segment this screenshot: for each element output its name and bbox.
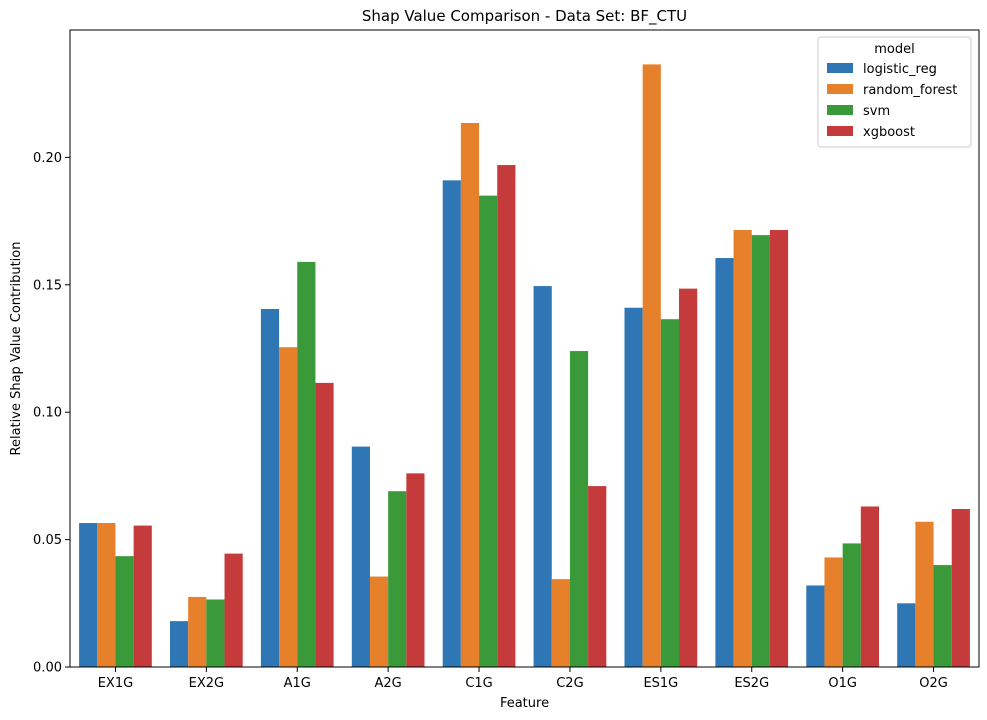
bar-logistic_reg-O2G <box>897 603 916 667</box>
bar-logistic_reg-C1G <box>442 180 461 667</box>
bar-svm-ES2G <box>751 235 770 668</box>
legend-label-svm: svm <box>863 104 890 119</box>
x-tick-label: A2G <box>375 676 402 691</box>
chart-title: Shap Value Comparison - Data Set: BF_CTU <box>362 7 687 26</box>
x-axis-label: Feature <box>500 696 549 711</box>
x-tick-label: C2G <box>556 676 583 691</box>
legend-title: model <box>874 42 914 57</box>
legend-swatch-random_forest <box>827 84 853 94</box>
y-tick-label: 0.10 <box>33 406 62 421</box>
bar-logistic_reg-A1G <box>260 309 280 667</box>
bar-svm-EX2G <box>206 599 225 667</box>
bar-logistic_reg-C2G <box>533 286 552 667</box>
bar-xgboost-ES1G <box>679 288 698 667</box>
legend-swatch-logistic_reg <box>827 63 853 73</box>
bar-xgboost-A1G <box>315 382 334 667</box>
bar-logistic_reg-A2G <box>351 446 370 667</box>
bar-xgboost-C1G <box>497 165 516 668</box>
y-tick-label: 0.00 <box>33 661 62 676</box>
bars-layer <box>79 64 970 668</box>
bar-random_forest-EX1G <box>97 523 116 667</box>
bar-logistic_reg-O1G <box>806 585 825 667</box>
x-tick-label: ES2G <box>734 676 769 691</box>
y-tick-label: 0.05 <box>33 533 62 548</box>
bar-logistic_reg-ES2G <box>715 258 734 667</box>
bar-random_forest-C1G <box>460 123 480 667</box>
bar-xgboost-EX2G <box>224 553 243 667</box>
legend-label-random_forest: random_forest <box>863 83 957 98</box>
legend-swatch-xgboost <box>827 126 853 136</box>
bar-random_forest-C2G <box>551 579 570 667</box>
legend-box <box>817 36 972 148</box>
y-axis-label: Relative Shap Value Contribution <box>9 242 24 456</box>
x-tick-label: O1G <box>828 676 857 691</box>
bar-random_forest-O2G <box>915 521 934 667</box>
bar-svm-O1G <box>842 543 861 667</box>
x-tick-label: ES1G <box>643 676 678 691</box>
bar-xgboost-A2G <box>406 473 425 667</box>
x-tick-label: C1G <box>465 676 492 691</box>
bar-svm-A1G <box>297 261 316 667</box>
y-tick-label: 0.15 <box>33 278 62 293</box>
legend-label-logistic_reg: logistic_reg <box>863 62 937 77</box>
bar-xgboost-C2G <box>588 486 607 667</box>
x-tick-label: O2G <box>919 676 948 691</box>
bar-random_forest-ES2G <box>733 230 752 667</box>
x-tick-label: EX2G <box>189 676 224 691</box>
bar-svm-A2G <box>388 491 407 667</box>
bar-xgboost-ES2G <box>769 230 789 667</box>
bar-logistic_reg-ES1G <box>624 307 643 667</box>
bar-logistic_reg-EX1G <box>79 523 98 667</box>
bar-xgboost-EX1G <box>133 525 152 667</box>
legend-label-xgboost: xgboost <box>863 125 915 140</box>
y-tick-label: 0.20 <box>33 151 62 166</box>
bar-svm-C1G <box>479 195 498 667</box>
bar-random_forest-EX2G <box>188 596 207 667</box>
bar-xgboost-O2G <box>951 509 970 667</box>
bar-svm-O2G <box>933 565 952 667</box>
axes-layer: 0.00 0.05 0.10 0.15 0.20 EX1G EX2G A1G A2G C1G C2G… <box>33 29 980 691</box>
bar-random_forest-O1G <box>824 557 843 667</box>
x-tick-label: EX1G <box>98 676 133 691</box>
bar-xgboost-O1G <box>860 506 880 667</box>
bar-svm-EX1G <box>115 556 134 667</box>
bar-random_forest-ES1G <box>642 64 661 667</box>
x-tick-label: A1G <box>284 676 311 691</box>
plot-frame <box>69 29 980 668</box>
bar-random_forest-A2G <box>369 576 389 667</box>
bar-logistic_reg-EX2G <box>169 621 189 667</box>
bar-svm-C2G <box>569 351 589 667</box>
bar-svm-ES1G <box>660 319 680 667</box>
legend-swatch-svm <box>827 105 853 115</box>
bar-random_forest-A1G <box>279 347 298 667</box>
